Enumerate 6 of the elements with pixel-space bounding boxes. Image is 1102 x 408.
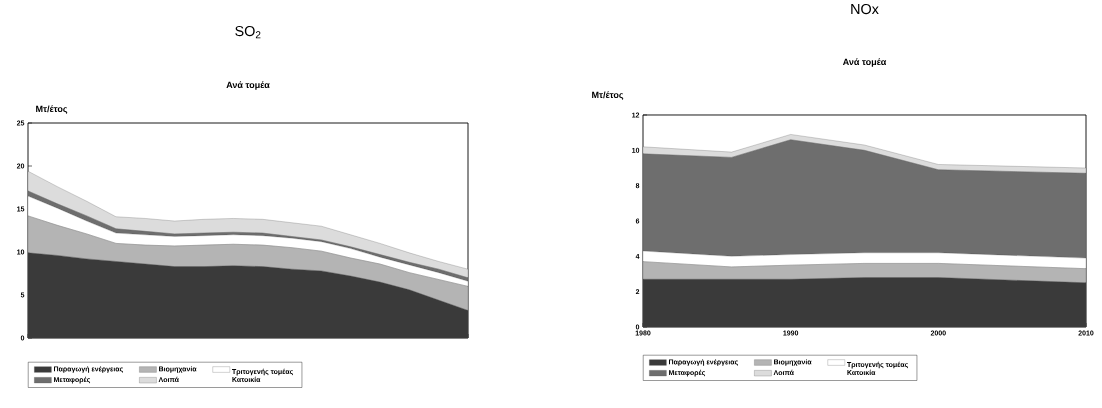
chart-title: SO$_{2}$	[235, 25, 261, 39]
chart-subtitle: Ανά τομέα	[842, 58, 887, 67]
y-axis-title: Μτ/έτος	[592, 91, 624, 100]
chart-title: NOx	[851, 3, 879, 15]
chart-subtitle: Ανά τομέα	[226, 81, 270, 90]
y-axis-title: Μτ/έτος	[36, 105, 68, 114]
